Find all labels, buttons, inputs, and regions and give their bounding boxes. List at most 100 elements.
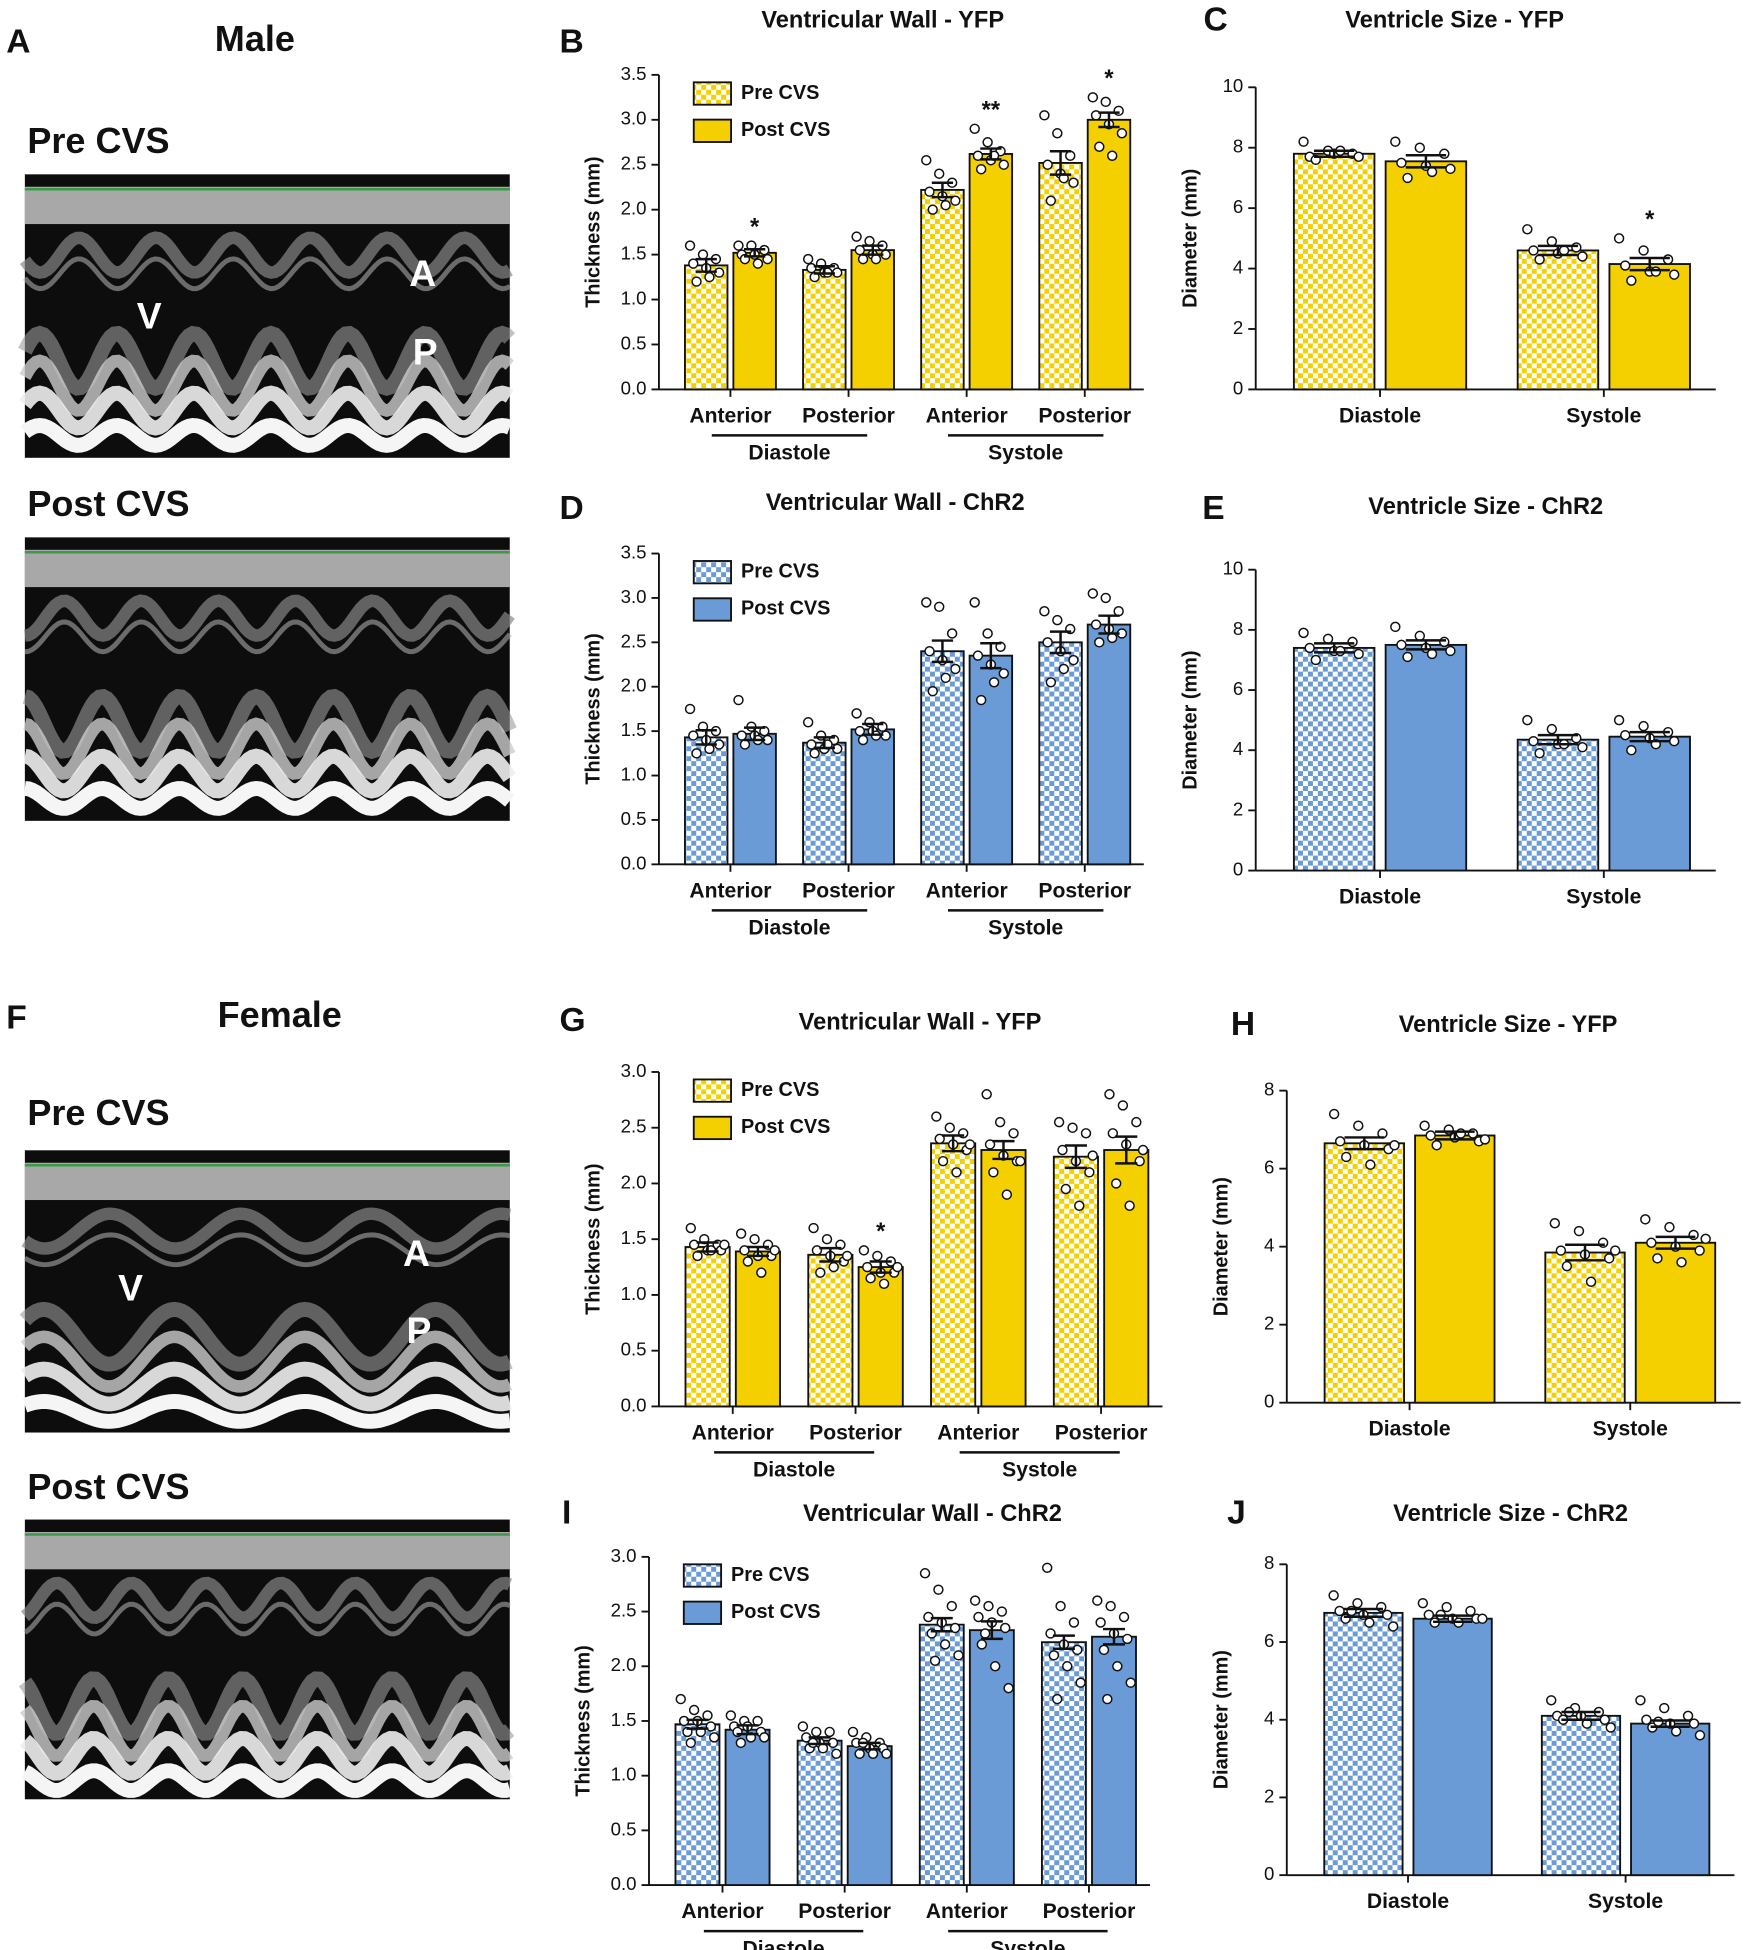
data-point — [1414, 630, 1426, 642]
echo-top-band — [24, 1531, 510, 1570]
data-point — [1534, 748, 1545, 759]
data-point — [857, 734, 869, 746]
y-tick-label: 3.5 — [621, 63, 647, 84]
data-point — [933, 601, 945, 613]
data-point — [864, 235, 875, 247]
data-point — [719, 1239, 730, 1250]
echo-wave — [19, 385, 514, 436]
y-tick-label: 6 — [1233, 678, 1243, 699]
data-point — [1068, 177, 1079, 188]
echo-marker: A — [409, 252, 436, 294]
bar — [968, 654, 1014, 866]
y-axis-label: Diameter (mm) — [1179, 651, 1201, 790]
x-tick-label: Diastole — [1367, 1890, 1449, 1913]
echo-wave — [23, 717, 516, 781]
data-point — [1390, 136, 1401, 147]
data-point — [1094, 637, 1105, 648]
data-point — [1390, 621, 1401, 633]
echo-image — [18, 1519, 515, 1800]
y-tick-label: 10 — [1223, 75, 1244, 96]
bar — [1384, 643, 1468, 872]
bar — [802, 268, 847, 391]
x-tick-label: Systole — [1566, 885, 1641, 908]
bar — [920, 650, 965, 866]
data-point — [1522, 224, 1533, 235]
data-point — [878, 1278, 890, 1290]
echo-marker: A — [403, 1232, 430, 1274]
data-point — [854, 1748, 865, 1760]
y-tick-label: 3.0 — [621, 108, 647, 129]
bar — [796, 1739, 843, 1887]
data-point — [933, 1584, 944, 1595]
y-tick-label: 1.0 — [621, 763, 647, 784]
bar — [1323, 1611, 1404, 1877]
legend-label: Pre CVS — [741, 1079, 819, 1101]
x-tick-label: Anterior — [937, 1421, 1019, 1444]
data-point — [1113, 606, 1124, 617]
y-axis-label: Thickness (mm) — [573, 1645, 595, 1796]
bar — [1038, 162, 1083, 391]
data-point — [691, 276, 702, 287]
x-tick-label: Systole — [1566, 404, 1641, 427]
x-tick-label: Systole — [1588, 1890, 1663, 1913]
legend-label: Post CVS — [731, 1601, 820, 1623]
y-tick-label: 0 — [1233, 377, 1243, 398]
data-point — [1439, 148, 1450, 159]
chart-title: Ventricular Wall - ChR2 — [766, 490, 1025, 516]
data-point — [735, 1737, 747, 1749]
data-point — [927, 204, 938, 215]
data-point — [1045, 195, 1057, 206]
data-point — [854, 725, 866, 737]
data-point — [1477, 1613, 1488, 1624]
data-point — [1402, 651, 1413, 663]
data-point — [1328, 1590, 1339, 1601]
data-point — [1389, 1140, 1400, 1151]
echo-wave — [18, 1671, 515, 1741]
echo-top-band — [24, 186, 510, 225]
group-label: Diastole — [742, 1937, 824, 1950]
data-point — [1573, 1225, 1585, 1237]
data-point — [1426, 166, 1438, 178]
y-tick-label: 0.0 — [621, 852, 647, 873]
group-label: Diastole — [753, 1459, 835, 1482]
data-point — [1110, 1178, 1122, 1189]
y-tick-label: 2.5 — [621, 630, 647, 651]
y-tick-label: 2.0 — [621, 1171, 647, 1192]
data-point — [1057, 1144, 1068, 1156]
y-tick-label: 1.5 — [611, 1709, 637, 1730]
bar — [1292, 646, 1376, 872]
data-point — [937, 1155, 949, 1167]
bar — [1540, 1714, 1622, 1877]
data-point — [1087, 1150, 1098, 1161]
echo-top-band — [24, 549, 510, 588]
data-point — [1048, 1650, 1060, 1661]
data-point — [1118, 1611, 1130, 1623]
bar — [684, 736, 729, 866]
y-axis-label: Diameter (mm) — [1179, 169, 1201, 308]
y-tick-label: 6 — [1264, 1630, 1274, 1651]
x-tick-label: Anterior — [681, 1900, 763, 1923]
data-point — [870, 253, 882, 265]
data-point — [975, 164, 987, 175]
data-point — [1310, 654, 1322, 666]
data-point — [1084, 1167, 1095, 1178]
data-point — [704, 743, 715, 755]
data-point — [1137, 1144, 1149, 1156]
bar — [684, 264, 729, 391]
panel-letter: C — [1203, 1, 1227, 38]
bar — [1414, 1134, 1496, 1404]
data-point — [939, 1639, 951, 1650]
echo-wave — [23, 1601, 511, 1637]
data-point — [1694, 1245, 1705, 1256]
data-point — [1638, 720, 1649, 732]
data-point — [1640, 1214, 1651, 1225]
x-tick-label: Anterior — [926, 404, 1008, 427]
data-point — [1095, 1617, 1106, 1628]
data-point — [950, 195, 961, 206]
significance: * — [750, 214, 760, 240]
data-point — [749, 1233, 760, 1245]
y-tick-label: 0.5 — [611, 1818, 637, 1839]
data-point — [821, 1233, 833, 1245]
panel-letter: E — [1202, 490, 1224, 527]
